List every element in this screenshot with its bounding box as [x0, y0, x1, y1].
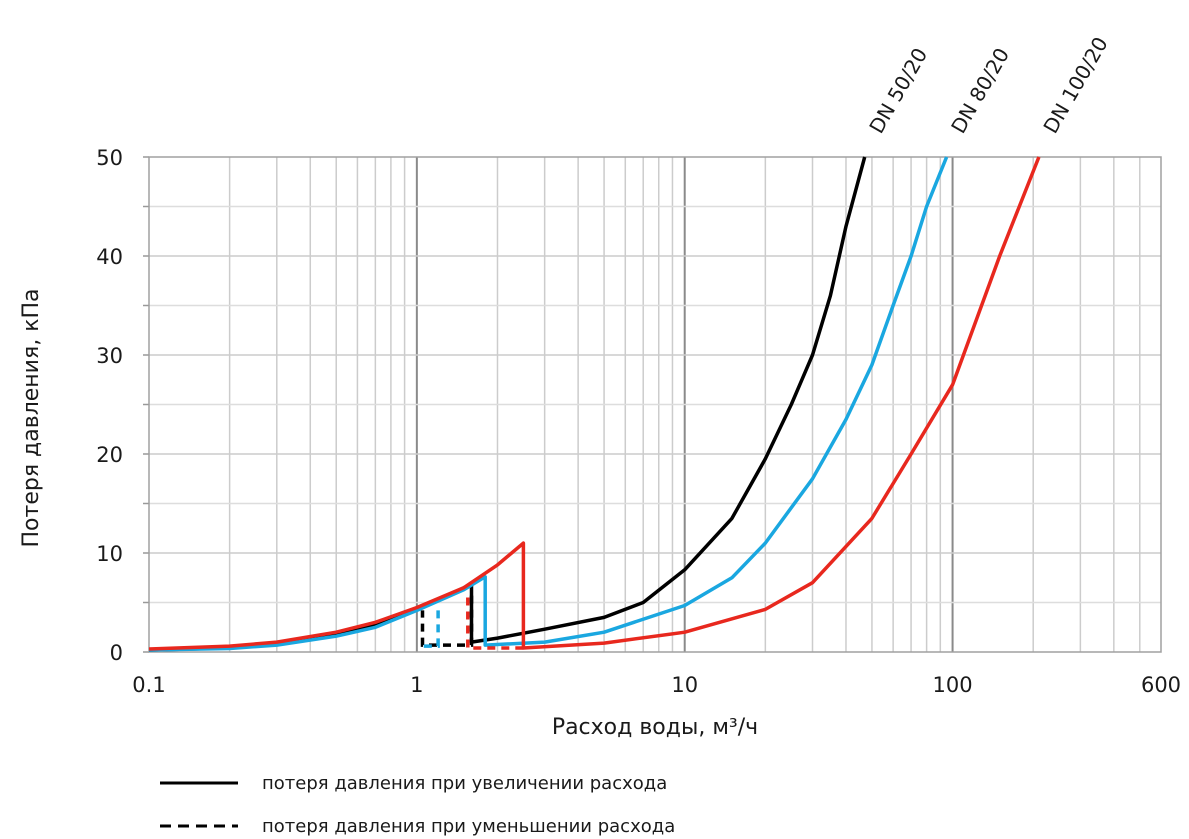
y-tick-label: 0 [110, 641, 123, 665]
x-tick-label: 100 [933, 673, 973, 697]
y-tick-label: 50 [96, 146, 123, 170]
legend-label-decreasing: потеря давления при уменьшении расхода [262, 816, 675, 837]
series-dn-80-20-decreasing [422, 610, 440, 648]
y-tick-label: 20 [96, 443, 123, 467]
y-axis-label: Потеря давления, кПа [19, 288, 44, 547]
y-tick-labels: 0 10 20 30 40 50 [96, 146, 123, 665]
plot-frame [148, 156, 1162, 653]
series-dn-80-20-increasing [148, 156, 949, 652]
series-label-dn-80-20: DN 80/20 [946, 44, 1014, 138]
series-label-dn-100-20: DN 100/20 [1038, 33, 1112, 138]
y-tick-label: 10 [96, 542, 123, 566]
x-tick-label: 1 [410, 673, 423, 697]
x-axis-label: Расход воды, м³/ч [552, 715, 758, 740]
series-labels: DN 50/20 DN 80/20 DN 100/20 [864, 33, 1112, 138]
x-tick-label: 600 [1141, 673, 1181, 697]
y-tick-label: 40 [96, 245, 123, 269]
series-dn-50-20-increasing [148, 156, 867, 652]
x-tick-label: 10 [671, 673, 698, 697]
chart-grid [143, 156, 1161, 653]
y-tick-label: 30 [96, 344, 123, 368]
legend-label-increasing: потеря давления при увеличении расхода [262, 773, 667, 794]
series-dn-100-20-decreasing [466, 597, 524, 650]
x-tick-labels: 0.1 1 10 100 600 [132, 673, 1181, 697]
series-layer [148, 156, 1041, 652]
series-label-dn-50-20: DN 50/20 [864, 44, 932, 138]
series-dn-100-20-increasing [148, 156, 1041, 651]
x-tick-label: 0.1 [132, 673, 165, 697]
legend: потеря давления при увеличении расхода п… [160, 773, 675, 837]
